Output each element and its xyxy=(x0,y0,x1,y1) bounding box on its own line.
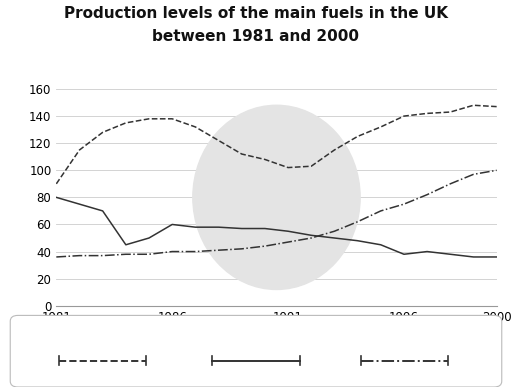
Text: Coal: Coal xyxy=(243,333,269,346)
Text: Petroleum: Petroleum xyxy=(72,333,133,346)
Ellipse shape xyxy=(193,105,360,289)
Text: Production levels of the main fuels in the UK: Production levels of the main fuels in t… xyxy=(64,6,448,21)
Text: between 1981 and 2000: between 1981 and 2000 xyxy=(153,29,359,44)
Text: Natural gas: Natural gas xyxy=(370,333,439,346)
